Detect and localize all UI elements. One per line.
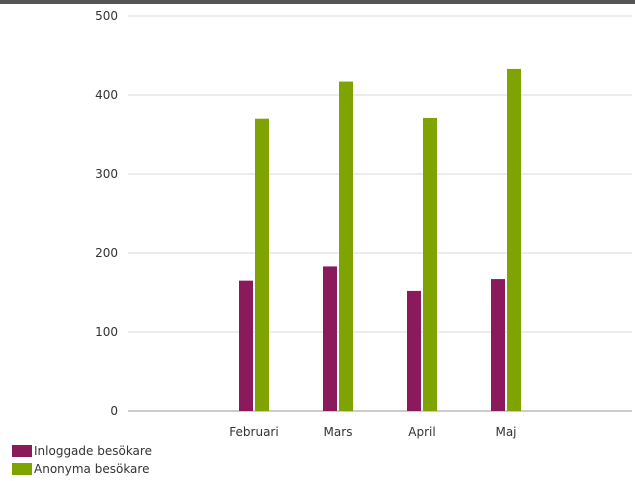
x-tick-label: Mars: [324, 425, 353, 439]
x-axis-ticks: Februari Mars April Maj: [229, 425, 516, 439]
bar-mars-series-1[interactable]: [339, 81, 353, 411]
x-tick-label: Februari: [229, 425, 278, 439]
legend: Inloggade besökare Anonyma besökare: [12, 442, 152, 478]
y-axis-ticks: 0 100 200 300 400 500: [95, 9, 118, 418]
y-tick-label: 300: [95, 167, 118, 181]
y-tick-label: 100: [95, 325, 118, 339]
bar-februari-series-0[interactable]: [239, 280, 253, 411]
legend-item-inloggade[interactable]: Inloggade besökare: [12, 442, 152, 460]
legend-item-anonyma[interactable]: Anonyma besökare: [12, 460, 152, 478]
bar-april-series-0[interactable]: [407, 290, 421, 411]
bar-maj-series-1[interactable]: [507, 68, 521, 412]
gridlines: [128, 15, 632, 333]
y-tick-label: 0: [110, 404, 118, 418]
legend-swatch-anonyma: [12, 463, 32, 475]
x-tick-label: Maj: [495, 425, 516, 439]
bar-maj-series-0[interactable]: [491, 279, 505, 411]
y-tick-label: 500: [95, 9, 118, 23]
bars: [239, 68, 521, 412]
y-tick-label: 200: [95, 246, 118, 260]
legend-label-inloggade: Inloggade besökare: [34, 444, 152, 458]
legend-label-anonyma: Anonyma besökare: [34, 462, 150, 476]
x-tick-label: April: [408, 425, 435, 439]
legend-swatch-inloggade: [12, 445, 32, 457]
bar-april-series-1[interactable]: [423, 117, 437, 411]
y-tick-label: 400: [95, 88, 118, 102]
bar-februari-series-1[interactable]: [255, 118, 269, 411]
bar-mars-series-0[interactable]: [323, 266, 337, 411]
top-border: [0, 0, 635, 4]
